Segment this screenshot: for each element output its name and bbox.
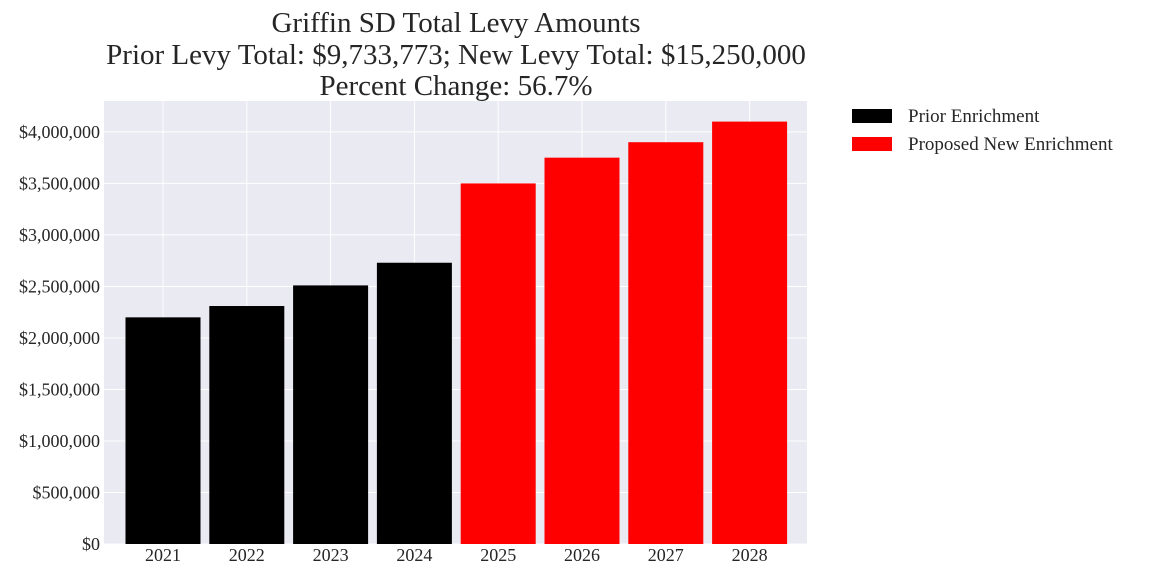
chart-subtitle-totals: Prior Levy Total: $9,733,773; New Levy T… <box>106 39 806 71</box>
chart-title: Griffin SD Total Levy Amounts <box>271 7 640 39</box>
y-tick-label: $3,500,000 <box>19 173 100 193</box>
legend-label: Prior Enrichment <box>908 106 1040 127</box>
y-tick-label: $4,000,000 <box>19 122 100 142</box>
bar <box>712 121 788 545</box>
x-tick-label: 2027 <box>648 545 684 565</box>
y-tick-label: $0 <box>82 534 100 554</box>
bars <box>125 121 788 545</box>
legend-label: Proposed New Enrichment <box>908 134 1113 155</box>
x-tick-label: 2023 <box>313 545 349 565</box>
y-tick-label: $1,000,000 <box>19 431 100 451</box>
bar <box>544 157 620 545</box>
legend-swatch <box>852 109 892 123</box>
bar <box>628 142 704 545</box>
x-tick-label: 2028 <box>732 545 768 565</box>
y-tick-label: $1,500,000 <box>19 379 100 399</box>
y-tick-label: $500,000 <box>33 482 101 502</box>
y-tick-label: $2,500,000 <box>19 276 100 296</box>
bar <box>125 317 201 544</box>
x-tick-label: 2026 <box>564 545 600 565</box>
chart-subtitle-percent-change: Percent Change: 56.7% <box>319 70 592 102</box>
legend: Prior Enrichment Proposed New Enrichment <box>852 106 1113 155</box>
x-axis: 2021 2022 2023 2024 2025 2026 2027 2028 <box>145 545 768 565</box>
bar <box>376 262 452 544</box>
bar <box>460 183 536 544</box>
y-axis: $0 $500,000 $1,000,000 $1,500,000 $2,000,000… <box>19 122 100 554</box>
x-tick-label: 2021 <box>145 545 181 565</box>
x-tick-label: 2025 <box>480 545 516 565</box>
bar <box>209 306 285 544</box>
y-tick-label: $2,000,000 <box>19 328 100 348</box>
y-tick-label: $3,000,000 <box>19 225 100 245</box>
legend-swatch <box>852 137 892 151</box>
x-tick-label: 2024 <box>396 545 432 565</box>
bar <box>293 285 369 544</box>
x-tick-label: 2022 <box>229 545 265 565</box>
